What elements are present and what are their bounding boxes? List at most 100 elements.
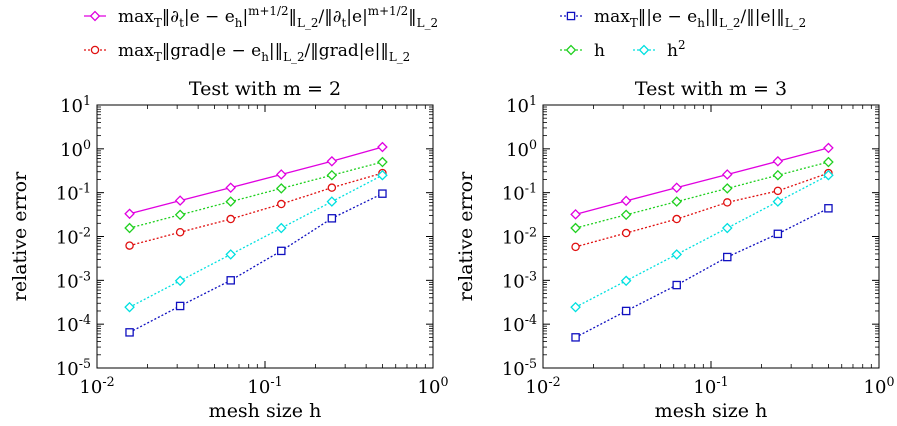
data-point-h xyxy=(823,156,834,168)
data-point-time_deriv xyxy=(377,141,388,153)
data-point-h2 xyxy=(275,222,287,234)
series-line-h xyxy=(575,161,829,229)
data-point-h xyxy=(225,196,237,207)
y-tick-label: 100​ xyxy=(506,137,537,161)
series-time_deriv xyxy=(124,141,388,220)
legend-label: maxT‖grad|e − eh|‖L_2/‖grad|e|‖L_2​ xyxy=(118,41,410,64)
data-point-l2 xyxy=(175,301,185,311)
chart-panel-2: 10-2​ 10-1​ 100​ 10-5​ 10-4​ 10-3​ 10-2​ 10-1​ 1… xyxy=(455,78,894,422)
y-tick-label: 10-3​ xyxy=(56,268,91,292)
data-point-h2 xyxy=(326,196,338,207)
data-point-time_deriv xyxy=(225,182,237,193)
chart-panel-1: 10-2​ 10-1​ 100​ 10-5​ 10-4​ 10-3​ 10-2​ 10-1​ 1… xyxy=(9,78,448,422)
y-tick-label: 100​ xyxy=(60,137,91,161)
series-line-l2 xyxy=(129,193,383,333)
x-axis-label: mesh size h xyxy=(209,400,322,422)
data-point-h2 xyxy=(823,169,834,181)
data-point-grad xyxy=(226,214,235,224)
x-tick-label: 10-2​ xyxy=(525,374,560,398)
series-grad xyxy=(125,168,387,250)
legend-label: maxT‖|e − eh|‖L_2/‖|e|‖L_2​ xyxy=(594,7,806,30)
y-tick-label: 10-5​ xyxy=(502,356,537,380)
series-line-grad xyxy=(575,172,829,248)
y-tick-label: 10-2​ xyxy=(56,225,91,249)
series-line-h xyxy=(129,161,383,229)
data-point-time_deriv xyxy=(275,169,287,180)
data-point-grad xyxy=(621,228,631,238)
data-point-l2 xyxy=(723,252,732,262)
data-point-h2 xyxy=(124,301,135,313)
legend-label: maxT‖∂t|e − eh|m+1/2‖L_2/‖∂t|e|m+1/2‖L_2… xyxy=(118,4,438,30)
data-point-h2 xyxy=(570,301,581,313)
data-point-h xyxy=(174,209,186,221)
data-point-l2 xyxy=(226,276,235,285)
legend-marker xyxy=(638,44,650,56)
series-line-h2 xyxy=(575,174,829,308)
legend-label: h2​ xyxy=(667,38,686,61)
data-point-h xyxy=(326,169,338,181)
legend-entry-l2: maxT‖|e − eh|‖L_2/‖|e|‖L_2​ xyxy=(560,7,806,30)
data-point-l2 xyxy=(672,280,681,290)
data-point-time_deriv xyxy=(620,195,632,207)
data-point-time_deriv xyxy=(772,155,784,167)
y-tick-label: 101​ xyxy=(60,93,91,117)
data-point-time_deriv xyxy=(570,209,581,220)
series-h xyxy=(124,156,388,234)
x-tick-label: 10-1​ xyxy=(247,374,282,398)
data-point-l2 xyxy=(773,229,783,239)
legend-marker xyxy=(90,45,100,55)
legend-marker xyxy=(89,10,101,22)
data-point-time_deriv xyxy=(823,142,834,154)
series-l2 xyxy=(571,204,833,342)
data-point-l2 xyxy=(824,204,833,213)
series-h2 xyxy=(570,169,834,313)
data-point-h2 xyxy=(620,275,632,287)
chart-title: Test with m = 3 xyxy=(635,78,787,100)
data-point-grad xyxy=(723,198,732,207)
data-point-l2 xyxy=(125,328,134,337)
legend: maxT‖∂t|e − eh|m+1/2‖L_2/‖∂t|e|m+1/2‖L_2… xyxy=(84,4,806,64)
data-point-h xyxy=(570,222,581,234)
data-point-grad xyxy=(672,214,681,224)
series-h xyxy=(570,156,834,234)
data-point-h2 xyxy=(721,222,733,234)
series-line-grad xyxy=(129,172,383,247)
data-point-h2 xyxy=(377,169,388,181)
data-point-grad xyxy=(327,183,337,192)
data-point-grad xyxy=(175,228,185,237)
legend-marker xyxy=(565,44,577,56)
data-point-h xyxy=(721,183,733,194)
y-tick-label: 10-3​ xyxy=(502,268,537,292)
y-tick-label: 10-4​ xyxy=(502,312,537,336)
data-point-h2 xyxy=(174,275,186,287)
y-tick-label: 101​ xyxy=(506,93,537,117)
data-point-time_deriv xyxy=(124,208,135,220)
chart-title: Test with m = 2 xyxy=(189,78,341,100)
series-line-h2 xyxy=(129,174,383,308)
data-point-l2 xyxy=(277,246,286,256)
y-tick-label: 10-2​ xyxy=(502,225,537,249)
legend-entry-h: h xyxy=(560,41,605,61)
data-point-time_deriv xyxy=(326,155,338,167)
series-time_deriv xyxy=(570,142,834,220)
data-point-time_deriv xyxy=(671,182,683,193)
series-h2 xyxy=(124,169,388,313)
series-line-time_deriv xyxy=(575,147,829,215)
series-line-l2 xyxy=(575,207,829,338)
x-tick-label: 10-2​ xyxy=(79,374,114,398)
data-point-h xyxy=(671,196,683,207)
data-point-h xyxy=(124,222,135,234)
data-point-l2 xyxy=(621,306,631,316)
legend-marker xyxy=(566,11,576,21)
y-axis-label: relative error xyxy=(9,171,31,301)
legend-label: h xyxy=(594,41,605,61)
data-point-l2 xyxy=(327,214,337,223)
data-point-l2 xyxy=(378,189,387,198)
data-point-h2 xyxy=(225,249,237,260)
series-line-time_deriv xyxy=(129,146,383,215)
y-tick-label: 10-1​ xyxy=(56,181,91,205)
y-tick-label: 10-4​ xyxy=(56,312,91,336)
data-point-h xyxy=(377,156,388,168)
data-point-h2 xyxy=(772,196,784,207)
